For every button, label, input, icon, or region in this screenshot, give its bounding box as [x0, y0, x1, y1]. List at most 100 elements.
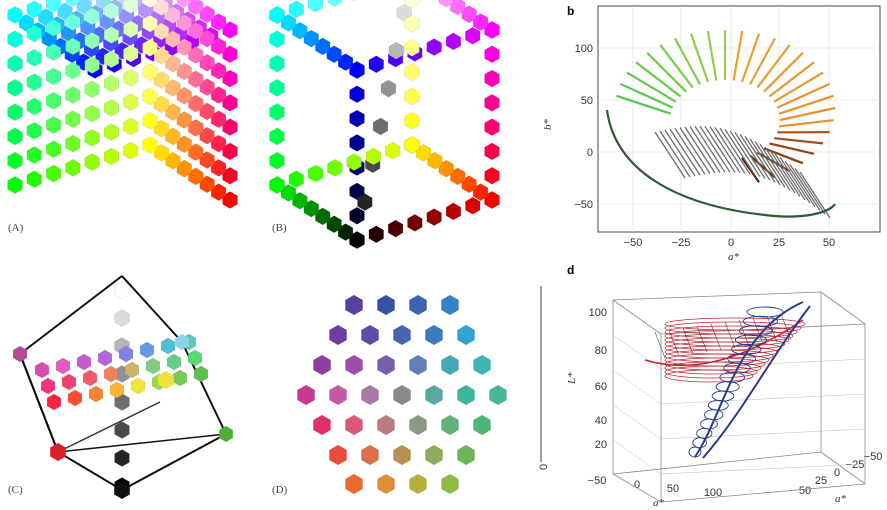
plot-b-lower-rib — [729, 130, 761, 178]
plot-b-spiral-rib — [635, 61, 682, 98]
hue-slice-cell — [67, 389, 83, 407]
cube-edge-cell — [349, 134, 365, 152]
cube-edge-cell — [404, 87, 420, 106]
cube-edge-cell — [352, 0, 356, 1]
cube-edge-cell — [484, 166, 500, 185]
plot-b-lower-rib — [794, 167, 826, 215]
plot-b-spiral-rib — [768, 61, 815, 98]
cube-cell — [26, 170, 42, 189]
hue-slice-cell — [61, 373, 77, 391]
plot-b-lower-rib — [774, 153, 806, 201]
plot-d-ytick: −25 — [846, 459, 865, 471]
cube-cell — [103, 147, 120, 166]
cube-edge-cell — [372, 117, 389, 136]
plot-d-box-edge — [820, 451, 866, 485]
cube-cell — [65, 110, 81, 129]
hue-disc-cell — [297, 385, 315, 405]
cube-cell — [26, 24, 42, 43]
plot-b-xtick: −25 — [672, 237, 691, 249]
plot-b-spiral-rib — [646, 52, 687, 93]
plot-b-spiral-rib — [769, 142, 815, 155]
hue-disc-cell — [329, 445, 347, 465]
cube-cell — [84, 56, 100, 74]
hue-disc-cell — [441, 295, 459, 315]
panel-b-cube-edges: (B) — [262, 0, 522, 250]
plot-b-lower-rib — [719, 127, 751, 175]
hue-disc-cell — [457, 385, 475, 405]
plot-b-lower-rib — [759, 143, 791, 191]
cube-edge-cell — [404, 14, 420, 33]
plot-b-lower-rib — [779, 156, 811, 204]
hue-disc-cell — [425, 445, 443, 465]
hue-disc-cell — [345, 295, 363, 315]
cube-edge-cell — [484, 118, 500, 136]
cube-cell — [65, 61, 81, 80]
plot-b-frame — [597, 5, 881, 233]
color-cube-edges — [269, 0, 500, 249]
hue-slice-cell — [166, 353, 182, 371]
gray-axis-cell — [114, 309, 130, 327]
plot-b-lower-rib — [659, 130, 691, 178]
plot-b-spiral-rib — [778, 94, 834, 115]
cube-cell — [45, 116, 62, 134]
plot-b-label: b — [567, 4, 574, 18]
hue-slice-cell — [40, 377, 56, 395]
plot-d-xtick: −50 — [588, 475, 607, 487]
plot-b-ytick: −50 — [574, 199, 593, 211]
hue-disc-cell — [377, 295, 395, 315]
panel-a-full-color-cube: (A) — [0, 0, 260, 250]
hue-disc-cell — [377, 355, 395, 375]
plot-d-xlabel: a* — [653, 497, 665, 509]
hue-slice-cell — [55, 357, 71, 375]
hue-disc-cell — [489, 385, 507, 405]
cube-edge-cell — [349, 85, 365, 104]
plot-d-dark-wire — [654, 331, 666, 359]
cube-wire-edge — [121, 433, 227, 491]
plot-d-blue-wire — [702, 305, 811, 459]
cube-edge-cell — [404, 63, 420, 81]
cube-edge-cell — [396, 4, 412, 22]
gray-axis-cell — [114, 421, 130, 439]
cube-wire-edge — [121, 275, 183, 343]
plot-d-zticks: 100 80 60 40 20 — [589, 307, 607, 451]
cube-cell — [142, 14, 158, 33]
cube-edge-cell — [349, 206, 365, 225]
plot-d-gridline — [612, 439, 662, 475]
cube-cell — [65, 159, 81, 177]
hue-disc-cell — [393, 385, 411, 405]
hue-disc-cell — [457, 325, 475, 345]
red-corner-cell — [50, 443, 66, 461]
yellow-corner-cell — [158, 371, 174, 389]
plot-d-gridline — [612, 369, 662, 405]
hue-disc-cell — [425, 325, 443, 345]
cyan-corner-cell — [175, 334, 189, 350]
cube-edge-cell — [288, 170, 304, 189]
cube-cell — [45, 0, 62, 13]
cube-edge-cell — [484, 142, 500, 161]
plot-b-lower-rib — [689, 126, 721, 173]
cube-cell — [84, 129, 100, 147]
cube-cell — [26, 73, 42, 91]
plot-b-spiral-rib — [779, 106, 836, 122]
cube-wire-edge — [57, 433, 227, 453]
cube-cell — [65, 13, 81, 31]
cube-cell — [142, 111, 158, 130]
cube-edge-cell — [388, 41, 404, 60]
panel-a-label: (A) — [8, 222, 24, 234]
cube-edge-cell — [465, 196, 481, 215]
cube-wire-edge — [19, 353, 59, 453]
cube-cell — [142, 136, 158, 154]
black-corner-cell — [114, 481, 130, 499]
hue-slice-cell — [46, 393, 62, 411]
cube-cell — [123, 117, 139, 136]
hue-slice-cell — [118, 345, 134, 363]
plot-b-xticks: −50 −25 0 25 50 — [624, 237, 835, 249]
cube-cell — [45, 164, 62, 183]
plot-b-lower-rib — [654, 131, 686, 179]
plot-b-svg: b a* b* −50 −25 0 25 50 100 50 0 −50 — [542, 4, 881, 262]
gray-axis-cell — [114, 281, 130, 299]
hue-disc-cell — [377, 415, 395, 435]
cube-cell — [95, 0, 112, 9]
plot-b-ytick: 100 — [575, 43, 593, 55]
cube-cell — [84, 7, 100, 26]
